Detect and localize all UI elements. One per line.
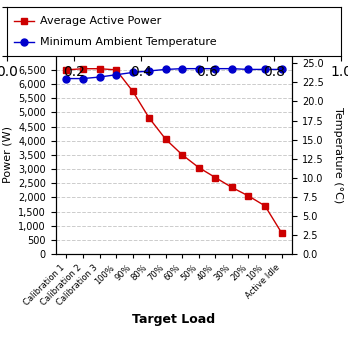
Average Active Power (263, 204, 267, 208)
Line: Minimum Ambient Temperature: Minimum Ambient Temperature (63, 65, 285, 82)
Average Active Power (180, 153, 184, 157)
Minimum Ambient Temperature (97, 75, 102, 79)
Minimum Ambient Temperature (263, 67, 267, 71)
Minimum Ambient Temperature (64, 77, 69, 81)
Y-axis label: Temperature (°C): Temperature (°C) (333, 107, 343, 203)
X-axis label: Target Load: Target Load (133, 313, 215, 326)
Average Active Power (213, 175, 218, 180)
Line: Average Active Power: Average Active Power (64, 66, 284, 236)
Average Active Power (114, 68, 118, 72)
Minimum Ambient Temperature (164, 67, 168, 71)
Average Active Power (246, 194, 251, 198)
Average Active Power (130, 89, 135, 93)
Minimum Ambient Temperature (114, 73, 118, 77)
Minimum Ambient Temperature (130, 70, 135, 74)
Average Active Power (197, 166, 201, 170)
Text: Average Active Power: Average Active Power (40, 16, 161, 26)
Average Active Power (164, 137, 168, 141)
Average Active Power (64, 68, 69, 72)
Minimum Ambient Temperature (246, 67, 251, 71)
Minimum Ambient Temperature (81, 77, 85, 81)
Y-axis label: Power (W): Power (W) (2, 126, 13, 183)
Text: Minimum Ambient Temperature: Minimum Ambient Temperature (40, 37, 217, 47)
Minimum Ambient Temperature (279, 67, 284, 71)
Average Active Power (81, 66, 85, 71)
Average Active Power (97, 66, 102, 71)
Minimum Ambient Temperature (147, 69, 151, 73)
Minimum Ambient Temperature (230, 66, 234, 71)
Minimum Ambient Temperature (180, 66, 184, 71)
Average Active Power (230, 185, 234, 190)
Minimum Ambient Temperature (213, 66, 218, 71)
Average Active Power (147, 116, 151, 120)
Average Active Power (279, 231, 284, 235)
Minimum Ambient Temperature (197, 66, 201, 71)
